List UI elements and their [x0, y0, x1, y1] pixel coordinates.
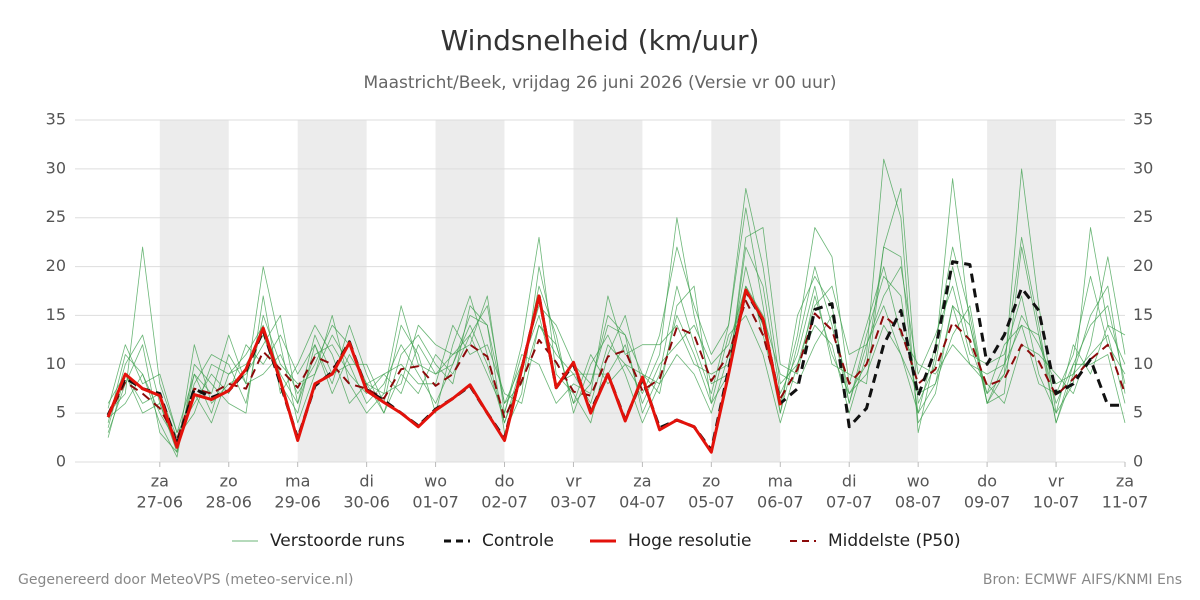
- x-tick-day: zo: [220, 472, 238, 491]
- chart-title: Windsnelheid (km/uur): [441, 24, 760, 57]
- x-tick-day: ma: [768, 472, 793, 491]
- y2-tick-label: 35: [1133, 110, 1153, 129]
- day-shade: [849, 120, 919, 462]
- series-line: [106, 288, 782, 454]
- x-tick-day: za: [633, 472, 651, 491]
- y-tick-label: 20: [46, 256, 66, 275]
- x-tick-day: za: [151, 472, 169, 491]
- legend-label: Controle: [482, 531, 554, 551]
- y-tick-label: 15: [46, 305, 66, 324]
- x-tick-date: 10-07: [1033, 493, 1080, 512]
- x-tick-day: do: [977, 472, 997, 491]
- y2-tick-label: 0: [1133, 452, 1143, 471]
- x-tick-date: 06-07: [757, 493, 804, 512]
- x-tick-date: 09-07: [964, 493, 1011, 512]
- y2-tick-label: 15: [1133, 305, 1153, 324]
- x-tick-date: 03-07: [550, 493, 597, 512]
- footer-right: Bron: ECMWF AIFS/KNMI Ens: [983, 572, 1182, 588]
- chart-subtitle: Maastricht/Beek, vrijdag 26 juni 2026 (V…: [364, 73, 837, 93]
- day-shade: [159, 120, 229, 462]
- x-tick-day: wo: [907, 472, 930, 491]
- x-tick-day: zo: [702, 472, 720, 491]
- x-tick-day: do: [495, 472, 515, 491]
- series-line: [107, 299, 1126, 441]
- x-tick-date: 02-07: [481, 493, 528, 512]
- ensemble-member: [107, 168, 1126, 434]
- x-tick-date: 07-07: [826, 493, 873, 512]
- day-shade: [435, 120, 505, 462]
- x-tick-date: 28-06: [205, 493, 252, 512]
- x-tick-date: 30-06: [343, 493, 390, 512]
- y-tick-label: 30: [46, 158, 66, 177]
- y2-tick-label: 5: [1133, 403, 1143, 422]
- x-tick-day: di: [842, 472, 857, 491]
- x-tick-date: 29-06: [274, 493, 321, 512]
- y2-tick-label: 20: [1133, 256, 1153, 275]
- y-tick-label: 5: [56, 403, 66, 422]
- y-tick-label: 10: [46, 354, 66, 373]
- x-tick-date: 05-07: [688, 493, 735, 512]
- x-tick-date: 08-07: [895, 493, 942, 512]
- x-tick-date: 11-07: [1102, 493, 1149, 512]
- legend-label: Hoge resolutie: [628, 531, 752, 551]
- y-tick-label: 35: [46, 110, 66, 129]
- y-tick-label: 0: [56, 452, 66, 471]
- x-tick-day: vr: [1048, 472, 1064, 491]
- ensemble-member: [107, 207, 1126, 453]
- legend-label: Verstoorde runs: [270, 531, 405, 551]
- footer-left: Gegenereerd door MeteoVPS (meteo-service…: [18, 572, 353, 588]
- x-tick-day: ma: [285, 472, 310, 491]
- y2-tick-label: 25: [1133, 207, 1153, 226]
- y-tick-label: 25: [46, 207, 66, 226]
- y2-tick-label: 30: [1133, 158, 1153, 177]
- legend-label: Middelste (P50): [828, 531, 961, 551]
- background-layer: [75, 119, 1125, 463]
- x-tick-date: 27-06: [137, 493, 184, 512]
- y2-tick-label: 10: [1133, 354, 1153, 373]
- x-tick-date: 04-07: [619, 493, 666, 512]
- x-tick-day: di: [359, 472, 374, 491]
- x-tick-day: za: [1116, 472, 1134, 491]
- x-tick-date: 01-07: [412, 493, 459, 512]
- x-tick-day: vr: [565, 472, 581, 491]
- x-tick-day: wo: [424, 472, 447, 491]
